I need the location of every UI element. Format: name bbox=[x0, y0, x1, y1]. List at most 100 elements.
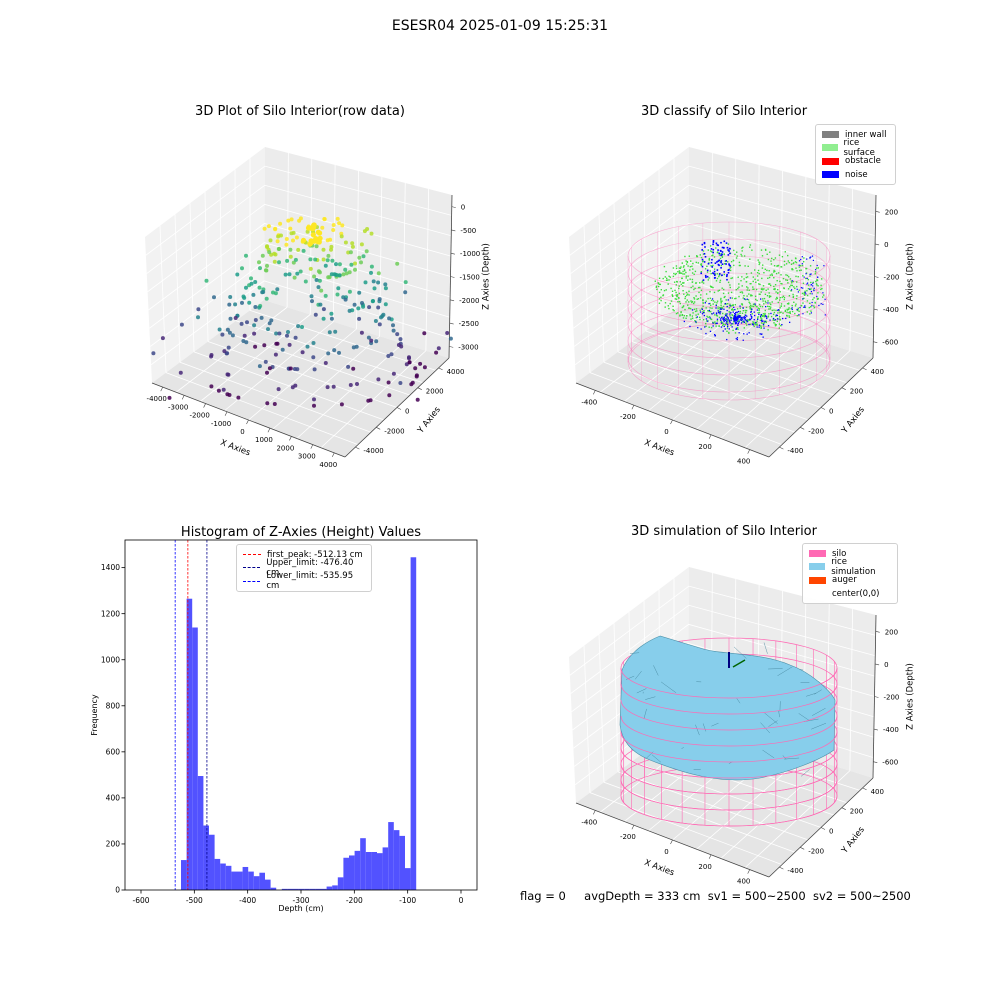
figure-suptitle: ESESR04 2025-01-09 15:25:31 bbox=[391, 18, 609, 34]
histogram-bar bbox=[197, 776, 204, 890]
legend-label: Lower_limit: -535.95 cm bbox=[266, 571, 354, 592]
status-sv2: sv2 = 500~2500 bbox=[812, 889, 911, 903]
status-flag: flag = 0 bbox=[520, 889, 566, 903]
obstacle-swatch bbox=[822, 157, 839, 165]
legend-item-obstacle: obstacle bbox=[822, 155, 889, 168]
legend-item-upper-limit: Upper_limit: -476.40 cm bbox=[243, 558, 365, 578]
histogram-bar bbox=[349, 855, 355, 890]
histogram-xtick-label: -100 bbox=[399, 896, 416, 905]
histogram-bar bbox=[293, 888, 299, 890]
status-line: flag = 0 avgDepth = 333 cm sv1 = 500~250… bbox=[520, 889, 911, 903]
raw-panel-title: 3D Plot of Silo Interior(row data) bbox=[195, 104, 405, 119]
legend-item-noise: noise bbox=[822, 168, 889, 181]
histogram-bar bbox=[181, 860, 187, 890]
histogram-frame bbox=[124, 539, 478, 891]
histogram-ytick-label: 1200 bbox=[101, 609, 120, 618]
legend-item-silo: silo bbox=[809, 547, 891, 560]
histogram-xtick-label: 0 bbox=[459, 896, 464, 905]
status-sv1: sv1 = 500~2500 bbox=[707, 889, 806, 903]
histogram-bars bbox=[181, 557, 417, 890]
legend-item-center: center(0,0) bbox=[809, 587, 891, 600]
histogram-xtick-label: -400 bbox=[239, 896, 256, 905]
histogram-bar bbox=[225, 865, 232, 890]
simulation-panel-title: 3D simulation of Silo Interior bbox=[631, 524, 817, 539]
histogram-bar bbox=[377, 853, 383, 890]
histogram-xtick-label: -600 bbox=[132, 896, 149, 905]
histogram-bar bbox=[382, 847, 389, 890]
histogram-bar bbox=[287, 888, 293, 890]
noise-swatch bbox=[822, 171, 839, 179]
histogram-bar bbox=[326, 886, 333, 890]
histogram-xticks: -600 -500 -400 -300 -200 -100 0 bbox=[132, 890, 464, 905]
histogram-vlines bbox=[174, 540, 208, 890]
histogram-bar bbox=[248, 871, 254, 890]
histogram-bar bbox=[186, 598, 193, 890]
histogram-bar bbox=[393, 830, 400, 890]
histogram-bar bbox=[309, 888, 316, 890]
histogram-bar bbox=[315, 888, 321, 890]
histogram-ytick-label: 600 bbox=[106, 747, 121, 756]
histogram-bar bbox=[253, 876, 260, 890]
histogram-bar bbox=[388, 822, 394, 890]
histogram-bar bbox=[237, 871, 243, 890]
rice-surface-swatch bbox=[822, 144, 838, 152]
legend-label: Upper_limit: -476.40 cm bbox=[266, 557, 354, 578]
status-avg-depth: avgDepth = 333 cm bbox=[584, 889, 701, 903]
histogram-bar bbox=[304, 888, 310, 890]
histogram-bar bbox=[259, 872, 265, 890]
histogram-ylabel: Frequency bbox=[90, 694, 99, 736]
histogram-bar bbox=[192, 627, 198, 890]
classify-legend: inner wall rice surface obstacle noise bbox=[815, 124, 896, 186]
histogram-bar bbox=[343, 857, 349, 890]
histogram-title: Histogram of Z-Axies (Height) Values bbox=[181, 525, 421, 540]
histogram-bar bbox=[405, 868, 411, 890]
histogram-bar bbox=[321, 888, 327, 890]
histogram-bar bbox=[337, 877, 344, 890]
legend-item-rice-surface: rice surface bbox=[822, 138, 889, 158]
histogram-xtick-label: -200 bbox=[346, 896, 363, 905]
histogram-xtick-label: -300 bbox=[292, 896, 309, 905]
histogram-bar bbox=[203, 825, 209, 890]
histogram-ytick-label: 1400 bbox=[101, 563, 120, 572]
legend-item-first-peak: first_peak: -512.13 cm bbox=[243, 548, 365, 561]
simulation-legend: silo rice simulation auger center(0,0) bbox=[802, 543, 898, 605]
histogram-bar bbox=[399, 835, 405, 890]
histogram-bar bbox=[209, 834, 215, 890]
legend-label: rice simulation bbox=[831, 556, 876, 577]
auger-swatch bbox=[809, 576, 826, 584]
histogram-ytick-label: 1000 bbox=[101, 655, 120, 664]
legend-label: center(0,0) bbox=[832, 588, 880, 599]
histogram-ytick-label: 0 bbox=[115, 886, 120, 895]
legend-item-lower-limit: Lower_limit: -535.95 cm bbox=[243, 571, 365, 591]
legend-label: silo bbox=[832, 548, 847, 559]
histogram-bar bbox=[371, 852, 377, 890]
histogram-bar bbox=[332, 885, 338, 890]
histogram-xtick-label: -500 bbox=[186, 896, 203, 905]
histogram-ytick-label: 800 bbox=[106, 701, 121, 710]
histogram-bar bbox=[265, 879, 271, 890]
histogram-bar bbox=[298, 888, 305, 890]
legend-item-inner-wall: inner wall bbox=[822, 128, 889, 141]
histogram-bar bbox=[365, 852, 372, 890]
legend-label: first_peak: -512.13 cm bbox=[267, 549, 363, 560]
legend-item-rice-simulation: rice simulation bbox=[809, 557, 891, 577]
legend-label: rice surface bbox=[843, 137, 875, 158]
center-swatch bbox=[809, 590, 826, 598]
histogram-bar bbox=[270, 887, 277, 890]
inner-wall-swatch bbox=[822, 131, 839, 139]
histogram-bar bbox=[242, 866, 249, 890]
histogram-bar bbox=[360, 838, 366, 890]
rice-simulation-swatch bbox=[809, 563, 826, 571]
histogram-bar bbox=[410, 557, 417, 890]
legend-label: obstacle bbox=[845, 156, 881, 167]
legend-label: auger bbox=[832, 575, 857, 586]
histogram-bar bbox=[231, 871, 237, 890]
histogram-bar bbox=[220, 863, 226, 890]
histogram-bar bbox=[214, 858, 221, 890]
legend-label: inner wall bbox=[845, 129, 887, 140]
histogram-ytick-label: 200 bbox=[106, 840, 121, 849]
histogram-legend: first_peak: -512.13 cm Upper_limit: -476… bbox=[236, 544, 372, 592]
histogram-xlabel: Depth (cm) bbox=[278, 904, 323, 913]
histogram-bar bbox=[354, 850, 361, 890]
